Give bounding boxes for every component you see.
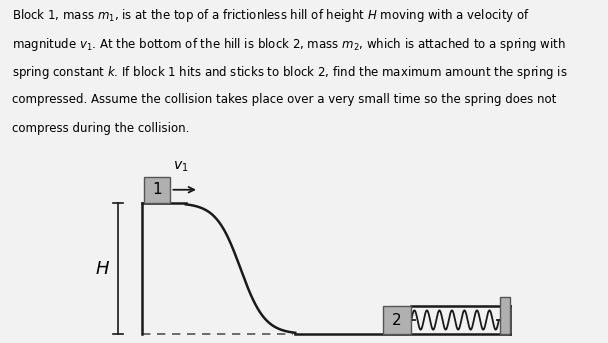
Text: compressed. Assume the collision takes place over a very small time so the sprin: compressed. Assume the collision takes p… [12,93,556,106]
Text: $H$: $H$ [95,260,110,277]
Text: compress during the collision.: compress during the collision. [12,122,190,135]
Bar [500,297,510,334]
Text: 2: 2 [392,312,402,328]
Bar [144,177,170,203]
Bar [383,306,411,334]
Text: spring constant $k$. If block 1 hits and sticks to block 2, find the maximum amo: spring constant $k$. If block 1 hits and… [12,64,568,82]
Text: magnitude $v_1$. At the bottom of the hill is block 2, mass $m_2$, which is atta: magnitude $v_1$. At the bottom of the hi… [12,36,566,53]
Text: 1: 1 [153,182,162,197]
Text: $v_1$: $v_1$ [173,160,188,175]
Text: Block 1, mass $m_1$, is at the top of a frictionless hill of height $H$ moving w: Block 1, mass $m_1$, is at the top of a … [12,7,530,24]
